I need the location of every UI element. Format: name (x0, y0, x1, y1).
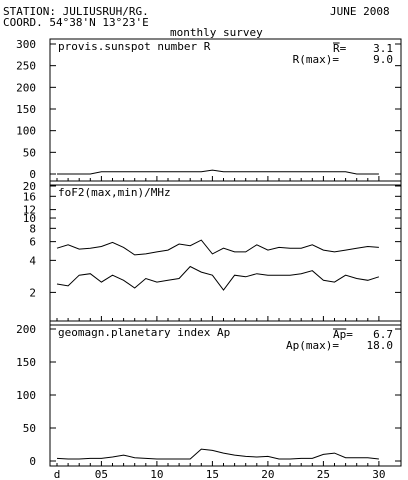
x-tick-label: 15 (206, 468, 219, 480)
panel-frame (49, 324, 402, 467)
mean-label: R (333, 42, 340, 55)
panel-title: geomagn.planetary index Ap (58, 326, 230, 339)
mean-equals: = (340, 42, 347, 55)
y-tick-label: 150 (16, 356, 36, 369)
y-tick-label: 16 (23, 190, 36, 203)
y-tick-label: 0 (29, 455, 36, 468)
y-tick-label: 100 (16, 125, 36, 138)
y-tick-label: 150 (16, 103, 36, 116)
series-line (56, 265, 380, 291)
panel-title: foF2(max,min)/MHz (58, 186, 171, 199)
x-tick-label: 05 (95, 468, 108, 480)
station-label: STATION: JULIUSRUH/RG. (3, 5, 149, 18)
x-tick-label: 20 (261, 468, 274, 480)
x-tick-label: 10 (150, 468, 163, 480)
y-tick-label: 8 (29, 222, 36, 235)
series-line (56, 448, 379, 460)
y-tick-label: 250 (16, 60, 36, 73)
series-line (56, 239, 379, 256)
date-label: JUNE 2008 (330, 5, 390, 18)
mean-value: 6.7 (373, 328, 393, 341)
x-tick-label: d (54, 468, 61, 480)
y-tick-label: 50 (23, 422, 36, 435)
y-tick-label: 200 (16, 81, 36, 94)
mean-label: Ap (333, 328, 346, 341)
y-tick-label: 0 (29, 168, 36, 181)
y-tick-label: 200 (16, 323, 36, 336)
mean-value: 3.1 (373, 42, 393, 55)
y-tick-label: 4 (29, 254, 36, 267)
y-tick-label: 50 (23, 146, 36, 159)
coord-label: COORD. 54°38'N 13°23'E (3, 16, 149, 29)
x-tick-label: 25 (317, 468, 330, 480)
x-tick-label: 30 (372, 468, 385, 480)
panel-frame (49, 184, 402, 322)
max-label: Ap(max)= (286, 339, 339, 352)
y-tick-label: 6 (29, 236, 36, 249)
y-tick-label: 300 (16, 38, 36, 51)
y-tick-label: 12 (23, 204, 36, 217)
panel-frame (49, 38, 402, 182)
y-tick-label: 20 (23, 180, 36, 193)
y-tick-label: 100 (16, 389, 36, 402)
series-line (57, 169, 379, 175)
mean-equals: = (346, 328, 353, 341)
max-value: 9.0 (373, 53, 393, 66)
panel-title: provis.sunspot number R (58, 40, 211, 53)
max-label: R(max)= (293, 53, 340, 66)
survey-label: monthly survey (170, 26, 263, 39)
max-value: 18.0 (367, 339, 394, 352)
y-tick-label: 2 (29, 286, 36, 299)
y-tick-label: 10 (23, 212, 36, 225)
